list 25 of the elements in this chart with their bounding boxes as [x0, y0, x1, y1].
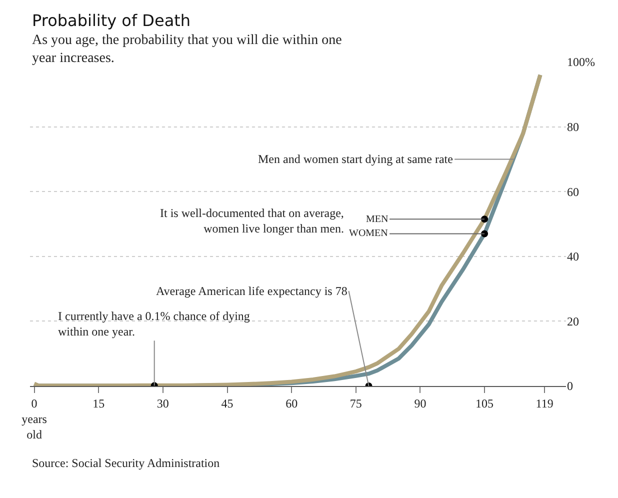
- y-tick-label: 80: [567, 120, 579, 134]
- text: MEN: [366, 214, 388, 225]
- y-tick-label: 20: [567, 314, 579, 328]
- y-tick-label: 100%: [567, 55, 595, 70]
- chart-title: Probability of Death: [32, 11, 191, 30]
- annotation: Average American life expectancy is 78: [156, 284, 348, 298]
- source-note: Source: Social Security Administration: [32, 456, 220, 470]
- x-tick-label: 75: [350, 396, 362, 410]
- x-tick-label: 119: [536, 396, 554, 410]
- annotation: Men and women start dying at same rate: [258, 152, 453, 166]
- x-tick-label: 60: [286, 396, 298, 410]
- x-tick-label: 90: [414, 396, 426, 410]
- x-tick-label: 15: [92, 396, 105, 410]
- x-tick-label: 45: [221, 396, 234, 410]
- text: WOMEN: [349, 228, 388, 239]
- annotation: I currently have a 0.1% chance of dying within one year.: [58, 309, 250, 339]
- x-tick-label: 0 years old: [22, 396, 48, 442]
- annotation: It is well-documented that on average, women live longer than men.: [160, 206, 344, 236]
- chart-subtitle: As you age, the probability that you will die within one year increases.: [32, 33, 342, 66]
- line-series: [32, 72, 542, 386]
- y-tick-label: 40: [567, 250, 579, 264]
- x-tick-label: 30: [156, 396, 169, 410]
- y-tick-label: 60: [567, 184, 579, 199]
- x-tick-label: 105: [476, 396, 494, 410]
- y-tick-label: 0: [567, 379, 573, 394]
